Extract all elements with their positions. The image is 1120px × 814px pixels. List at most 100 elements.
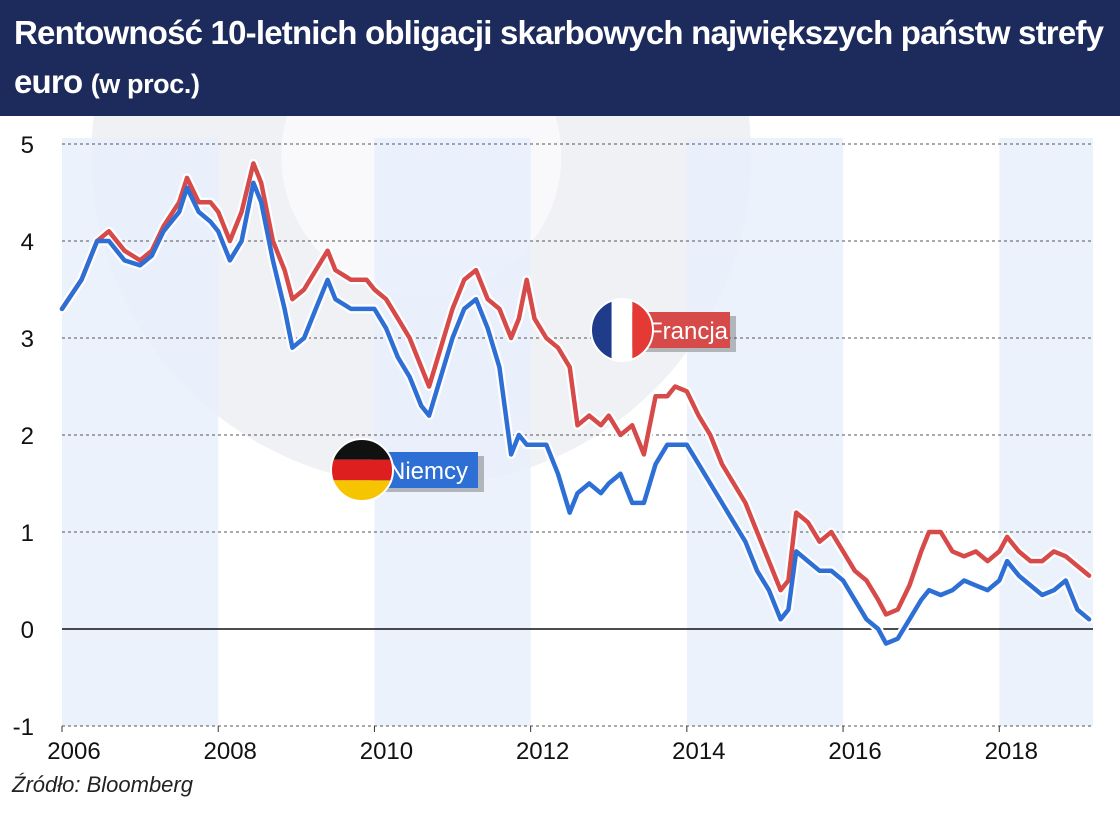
data-point xyxy=(666,395,669,398)
data-point xyxy=(619,434,622,436)
data-point xyxy=(654,395,657,398)
data-point xyxy=(619,473,622,475)
data-point xyxy=(260,182,263,184)
data-point xyxy=(334,298,337,300)
data-point xyxy=(397,356,399,359)
data-point xyxy=(756,531,758,533)
data-point xyxy=(252,182,255,184)
data-point xyxy=(272,240,274,242)
data-point xyxy=(557,473,559,475)
data-point xyxy=(818,540,821,543)
data-point xyxy=(272,259,274,262)
data-point xyxy=(420,366,423,368)
data-point xyxy=(162,225,165,228)
data-point xyxy=(807,560,809,562)
yield-chart: -1 0 1 2 3 4 5 2006 2008 2010 2012 2014 2016 2018 Fran… xyxy=(13,116,1094,765)
data-point xyxy=(885,642,887,645)
data-point xyxy=(197,201,200,203)
data-point xyxy=(1006,536,1008,538)
data-point xyxy=(1053,550,1055,553)
data-point xyxy=(498,366,501,368)
data-point xyxy=(80,279,83,281)
data-point xyxy=(975,584,977,587)
data-point xyxy=(697,414,700,417)
data-point xyxy=(162,230,165,233)
data-point xyxy=(896,637,899,640)
data-point xyxy=(732,482,735,485)
data-point xyxy=(830,531,833,533)
data-point xyxy=(686,390,688,393)
data-point xyxy=(986,560,989,562)
data-point xyxy=(1018,574,1020,577)
data-point xyxy=(451,337,454,339)
year-band xyxy=(999,138,1093,726)
data-point xyxy=(568,366,571,368)
data-point xyxy=(229,259,231,262)
data-point xyxy=(631,424,633,427)
y-tick-label: 2 xyxy=(21,423,34,450)
flag-stripe xyxy=(331,459,393,481)
data-point xyxy=(334,269,337,271)
data-point xyxy=(315,308,317,310)
data-point xyxy=(365,279,368,281)
data-point xyxy=(1088,574,1090,577)
data-point xyxy=(123,249,126,252)
data-point xyxy=(877,628,879,630)
data-point xyxy=(303,337,305,339)
data-point xyxy=(525,443,528,446)
data-point xyxy=(518,317,520,320)
data-point xyxy=(865,618,868,621)
data-point xyxy=(451,308,454,310)
data-point xyxy=(607,414,610,417)
data-point xyxy=(1018,550,1020,553)
y-tick-label: 5 xyxy=(21,132,34,159)
data-point xyxy=(209,201,212,203)
data-point xyxy=(178,211,180,213)
y-tick-label: 1 xyxy=(21,520,34,547)
data-point xyxy=(533,443,536,446)
data-point xyxy=(744,540,747,543)
series-label-niemcy: Niemcy xyxy=(330,438,484,502)
data-point xyxy=(350,308,352,310)
data-point xyxy=(61,308,63,310)
data-point xyxy=(674,385,676,388)
header-bar: Rentowność 10-letnich obligacji skarbowy… xyxy=(0,0,1120,116)
data-point xyxy=(209,220,212,223)
data-point xyxy=(576,424,579,427)
data-point xyxy=(631,502,633,504)
data-point xyxy=(928,589,930,591)
data-point xyxy=(1053,589,1055,591)
title-unit: (w proc.) xyxy=(90,69,200,99)
data-point xyxy=(1029,560,1032,562)
data-point xyxy=(787,579,790,582)
data-point xyxy=(123,259,126,262)
data-point xyxy=(1076,565,1079,567)
x-tick-label: 2010 xyxy=(360,738,413,765)
y-tick-label: -1 xyxy=(13,714,34,741)
data-point xyxy=(408,337,411,339)
data-point xyxy=(795,550,797,553)
data-point xyxy=(744,502,747,504)
data-point xyxy=(350,279,352,281)
data-point xyxy=(1088,618,1090,621)
year-band xyxy=(62,138,219,726)
data-point xyxy=(408,376,411,378)
data-point xyxy=(1064,579,1067,582)
data-point xyxy=(842,550,844,553)
series-francja xyxy=(59,161,1092,617)
data-point xyxy=(240,240,243,242)
data-point xyxy=(666,443,669,446)
data-point xyxy=(240,211,243,213)
data-point xyxy=(998,550,1001,553)
data-point xyxy=(896,608,899,611)
y-tick-label: 4 xyxy=(21,229,34,256)
chart-title: Rentowność 10-letnich obligacji skarbowy… xyxy=(14,8,1104,109)
data-point xyxy=(779,589,782,591)
data-point xyxy=(854,570,856,572)
data-point xyxy=(475,298,477,300)
data-point xyxy=(373,288,376,291)
data-point xyxy=(108,240,110,242)
data-point xyxy=(525,279,528,281)
data-point xyxy=(252,162,255,165)
data-point xyxy=(96,240,98,242)
